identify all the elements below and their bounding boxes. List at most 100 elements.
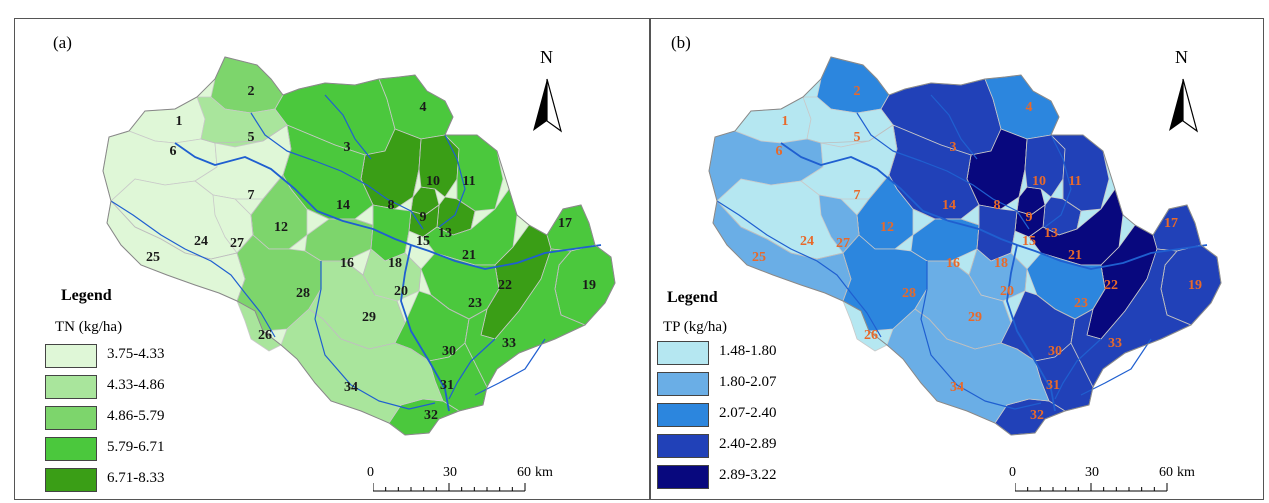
north-arrow-icon bbox=[1169, 78, 1199, 133]
subbasin-label: 29 bbox=[362, 310, 376, 325]
subbasin-border bbox=[321, 260, 364, 276]
subbasin-label: 10 bbox=[1032, 174, 1046, 189]
legend-range-label: 1.48-1.80 bbox=[719, 343, 777, 359]
subbasin-label: 21 bbox=[1068, 248, 1082, 263]
subbasin-border bbox=[912, 208, 980, 226]
subbasin-label: 16 bbox=[946, 256, 960, 271]
legend-range-label: 2.40-2.89 bbox=[719, 436, 777, 452]
subbasin-label: 33 bbox=[502, 336, 516, 351]
legend-range-label: 4.86-5.79 bbox=[107, 408, 165, 424]
subbasin-label: 22 bbox=[498, 278, 512, 293]
subbasin-border bbox=[1058, 179, 1082, 236]
river-line bbox=[400, 244, 450, 412]
legend-title: Legend bbox=[61, 287, 112, 304]
subbasin-label: 28 bbox=[902, 286, 916, 301]
subbasin-label: 17 bbox=[1164, 216, 1178, 231]
subbasin-label: 30 bbox=[442, 344, 456, 359]
subbasin-label: 12 bbox=[274, 220, 288, 235]
panel-label: (b) bbox=[671, 33, 691, 52]
legend-swatch bbox=[45, 437, 97, 461]
river-line bbox=[110, 200, 276, 338]
subbasin-label: 5 bbox=[854, 130, 861, 145]
subbasin-label: 31 bbox=[440, 378, 454, 393]
legend-swatch bbox=[657, 372, 709, 396]
subbasin-border bbox=[396, 300, 406, 324]
north-arrow-icon bbox=[533, 78, 563, 133]
legend-range-label: 5.79-6.71 bbox=[107, 439, 165, 455]
subbasin-label: 13 bbox=[438, 226, 452, 241]
subbasin-border bbox=[308, 308, 430, 362]
legend-swatch bbox=[657, 465, 709, 489]
subbasin-label: 11 bbox=[1068, 174, 1081, 189]
river-line bbox=[250, 112, 424, 230]
subbasin-label: 20 bbox=[1000, 284, 1014, 299]
subbasin-label: 1 bbox=[782, 114, 789, 129]
subbasin-label: 14 bbox=[942, 198, 956, 213]
subbasin-label: 19 bbox=[1188, 278, 1202, 293]
subbasin-label: 7 bbox=[854, 188, 861, 203]
subbasin-label: 27 bbox=[230, 236, 244, 251]
subbasin-label: 13 bbox=[1044, 226, 1058, 241]
legend-range-label: 6.71-8.33 bbox=[107, 470, 165, 486]
subbasin-label: 3 bbox=[950, 140, 957, 155]
subbasin-border bbox=[404, 138, 422, 292]
subbasin-border bbox=[1010, 138, 1028, 292]
subbasin-border bbox=[806, 124, 894, 144]
subbasin-label: 11 bbox=[462, 174, 475, 189]
subbasin-label: 32 bbox=[1030, 408, 1044, 423]
map-panel-a: 1 2 3 4 5 6 7 8 9 10 11 12 13 14 15 16 17 18 19 20 21 22 23 24 2… bbox=[14, 18, 650, 500]
scale-tick-label: 0 bbox=[1009, 465, 1016, 480]
subbasin-label: 2 bbox=[248, 84, 255, 99]
scale-bar-line bbox=[1015, 483, 1168, 492]
subbasin-label: 8 bbox=[388, 198, 395, 213]
subbasin-label: 5 bbox=[248, 130, 255, 145]
subbasin-label: 23 bbox=[468, 296, 482, 311]
subbasin-border bbox=[842, 124, 898, 254]
subbasin-label: 25 bbox=[752, 250, 766, 265]
subbasin-border bbox=[430, 264, 500, 320]
subbasin-label: 12 bbox=[880, 220, 894, 235]
panel-label: (a) bbox=[53, 33, 72, 52]
subbasin-border bbox=[914, 308, 1036, 362]
subbasin-border bbox=[1002, 300, 1012, 324]
scale-tick-label: 60 bbox=[517, 465, 531, 480]
river-line bbox=[780, 142, 1208, 270]
subbasin-label: 6 bbox=[776, 144, 783, 159]
subbasin-label: 17 bbox=[558, 216, 572, 231]
subbasin-label: 27 bbox=[836, 236, 850, 251]
subbasin-label: 10 bbox=[426, 174, 440, 189]
scale-tick-label: 0 bbox=[367, 465, 374, 480]
legend-swatch bbox=[657, 403, 709, 427]
scale-unit: km bbox=[535, 465, 553, 480]
basin-border bbox=[102, 56, 616, 436]
north-label: N bbox=[1175, 47, 1188, 67]
subbasin-label: 8 bbox=[994, 198, 1001, 213]
subbasin-label: 33 bbox=[1108, 336, 1122, 351]
subbasin-label: 28 bbox=[296, 286, 310, 301]
subbasin-label: 14 bbox=[336, 198, 350, 213]
legend-range-label: 4.33-4.86 bbox=[107, 377, 165, 393]
subbasin-label: 24 bbox=[800, 234, 814, 249]
legend-swatch bbox=[45, 375, 97, 399]
subbasin-label: 16 bbox=[340, 256, 354, 271]
subbasin-label: 23 bbox=[1074, 296, 1088, 311]
river-line bbox=[448, 338, 496, 400]
river-line bbox=[174, 142, 602, 270]
subbasin-label: 6 bbox=[170, 144, 177, 159]
legend-swatch bbox=[45, 406, 97, 430]
subbasin-label: 9 bbox=[420, 210, 427, 225]
legend-range-label: 2.07-2.40 bbox=[719, 405, 777, 421]
scale-unit: km bbox=[1177, 465, 1195, 480]
subbasin-label: 32 bbox=[424, 408, 438, 423]
subbasin-label: 34 bbox=[950, 380, 964, 395]
subbasin-label: 7 bbox=[248, 188, 255, 203]
subbasin-label: 26 bbox=[864, 328, 878, 343]
scale-bar-line bbox=[373, 483, 526, 492]
subbasin-label: 31 bbox=[1046, 378, 1060, 393]
legend-swatch bbox=[657, 434, 709, 458]
legend-variable: TP (kg/ha) bbox=[663, 319, 728, 335]
map-panel-b: 1 2 3 4 5 6 7 8 9 10 11 12 13 14 15 16 17 18 19 20 21 22 23 24 2… bbox=[650, 18, 1264, 500]
